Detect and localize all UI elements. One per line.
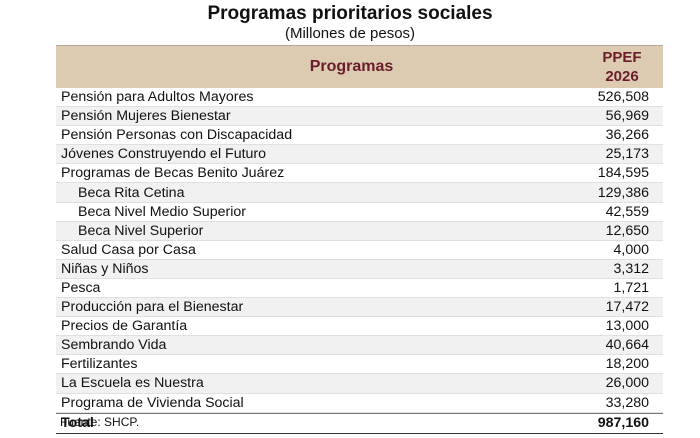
header-ppef-label: PPEF (602, 49, 642, 66)
program-value: 56,969 (605, 108, 649, 125)
table-total-row: Total 987,160 (56, 412, 663, 434)
header-programas: Programas (309, 58, 394, 75)
programs-table: Programas PPEF 2026 Pensión para Adultos… (56, 45, 663, 434)
program-value: 42,559 (605, 203, 649, 220)
program-name: Pensión Mujeres Bienestar (61, 108, 231, 125)
table-row: Fertilizantes 18,200 (56, 355, 663, 375)
table-row: Pensión Mujeres Bienestar 56,969 (56, 107, 663, 127)
program-value: 36,266 (605, 127, 649, 144)
table-row: Pesca 1,721 (56, 279, 663, 299)
program-value: 18,200 (605, 356, 649, 373)
program-value: 184,595 (597, 165, 649, 182)
program-value: 3,312 (613, 260, 649, 277)
program-name: Salud Casa por Casa (61, 241, 196, 258)
program-name: Fertilizantes (61, 356, 138, 373)
program-value: 129,386 (597, 184, 649, 201)
program-value: 26,000 (605, 375, 649, 392)
program-name: Producción para el Bienestar (61, 299, 244, 316)
table-row-sub: Beca Nivel Medio Superior 42,559 (56, 203, 663, 222)
table-row: Programas de Becas Benito Juárez 184,595 (56, 164, 663, 184)
program-name: Beca Nivel Medio Superior (78, 203, 246, 220)
table-row-sub: Beca Rita Cetina 129,386 (56, 183, 663, 203)
table-row: Niñas y Niños 3,312 (56, 259, 663, 279)
program-value: 1,721 (613, 279, 649, 296)
program-name: Jóvenes Construyendo el Futuro (61, 146, 267, 163)
program-value: 4,000 (613, 241, 649, 258)
program-value: 17,472 (605, 299, 649, 316)
table-row: Jóvenes Construyendo el Futuro 25,173 (56, 145, 663, 165)
table-body: Pensión para Adultos Mayores 526,508 Pens… (56, 88, 663, 413)
table-row: Sembrando Vida 40,664 (56, 336, 663, 356)
table-row: Pensión Personas con Discapacidad 36,266 (56, 126, 663, 146)
table-subtitle: (Millones de pesos) (284, 25, 416, 42)
program-name: Pensión Personas con Discapacidad (61, 127, 293, 144)
table-row: Pensión para Adultos Mayores 526,508 (56, 88, 663, 108)
program-value: 526,508 (597, 89, 649, 106)
program-value: 25,173 (605, 146, 649, 163)
program-value: 12,650 (605, 222, 649, 239)
table-row: La Escuela es Nuestra 26,000 (56, 374, 663, 394)
program-name: Precios de Garantía (61, 318, 188, 335)
total-label: Total (61, 415, 94, 432)
header-ppef-year: 2026 (605, 68, 639, 85)
table-title: Programas prioritarios sociales (207, 3, 493, 24)
source-note: Fuente: SHCP. (60, 415, 140, 429)
table-row-sub: Beca Nivel Superior 12,650 (56, 221, 663, 241)
total-value: 987,160 (597, 415, 649, 432)
header-ppef: PPEF 2026 (587, 48, 663, 86)
table-header-row: Programas PPEF 2026 (56, 45, 663, 88)
table-row: Programa de Vivienda Social 33,280 (56, 394, 663, 413)
program-name: La Escuela es Nuestra (61, 375, 204, 392)
program-name: Pensión para Adultos Mayores (61, 89, 254, 106)
program-name: Programa de Vivienda Social (61, 394, 244, 411)
program-value: 40,664 (605, 337, 649, 354)
program-name: Beca Rita Cetina (78, 184, 185, 201)
program-name: Programas de Becas Benito Juárez (61, 165, 285, 182)
program-value: 33,280 (605, 394, 649, 411)
program-name: Beca Nivel Superior (78, 222, 204, 239)
program-name: Pesca (61, 279, 101, 296)
program-name: Sembrando Vida (61, 337, 167, 354)
table-row: Salud Casa por Casa 4,000 (56, 241, 663, 260)
program-name: Niñas y Niños (61, 260, 149, 277)
table-row: Precios de Garantía 13,000 (56, 317, 663, 337)
program-value: 13,000 (605, 318, 649, 335)
table-row: Producción para el Bienestar 17,472 (56, 298, 663, 318)
